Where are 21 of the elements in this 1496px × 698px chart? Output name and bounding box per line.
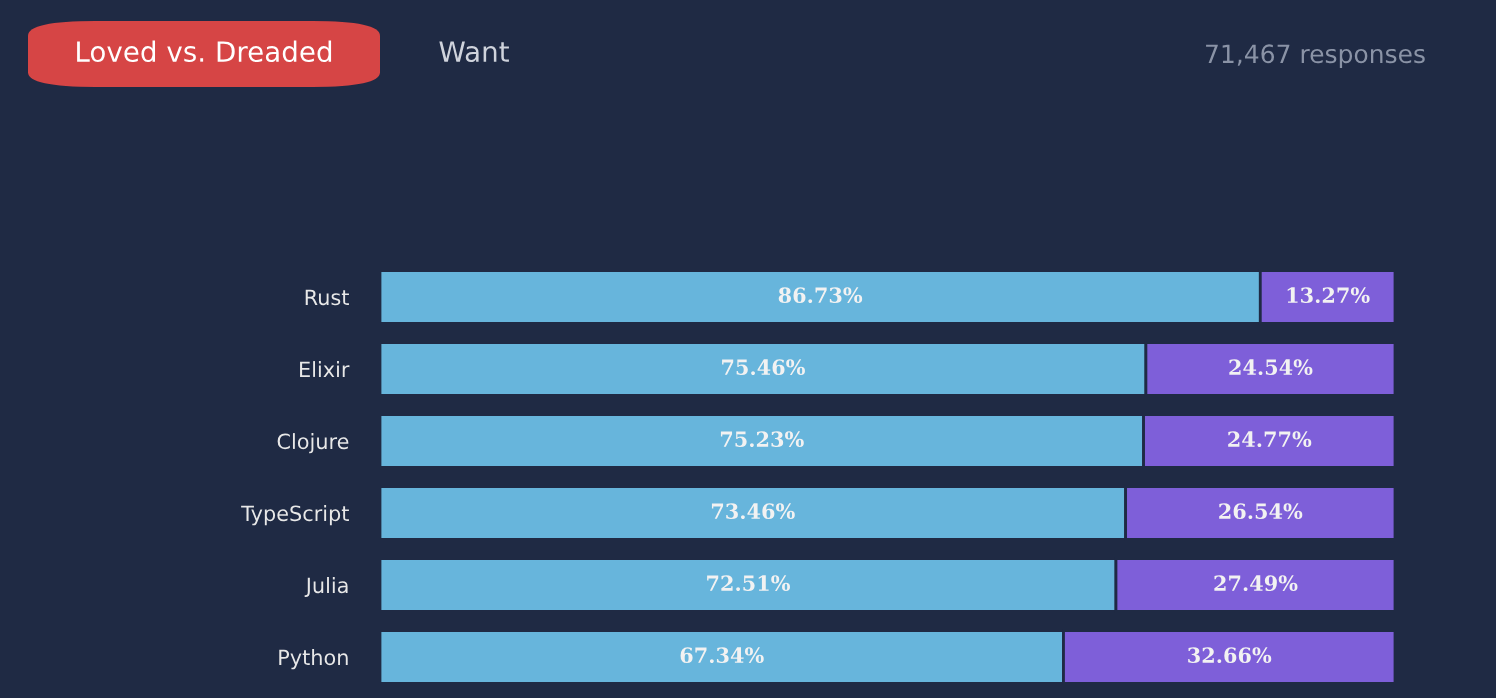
data-label: 72.51% (707, 575, 790, 592)
y-tick-label: Rust (305, 289, 349, 306)
text: Loved vs. Dreaded (77, 40, 332, 63)
y-tick-label: Clojure (277, 433, 349, 454)
data-label: 86.73% (778, 287, 863, 304)
text: Want (439, 41, 509, 63)
y-tick-label: Elixir (300, 361, 350, 377)
y-tick-label: Python (279, 649, 348, 670)
y-tick-label: Julia (304, 577, 348, 598)
data-label: 26.54% (1219, 503, 1303, 520)
data-label: 32.66% (1188, 647, 1272, 664)
data-label: 73.46% (711, 503, 795, 520)
text: 71,467 responses (1206, 44, 1425, 69)
data-label: 13.27% (1287, 287, 1370, 304)
data-label: 67.34% (680, 647, 764, 664)
data-label: 24.54% (1229, 359, 1313, 376)
data-label: 75.23% (720, 431, 804, 448)
data-label: 24.77% (1228, 431, 1312, 448)
data-label: 75.46% (722, 359, 805, 376)
y-tick-label: TypeScript (241, 505, 349, 526)
data-label: 27.49% (1214, 575, 1298, 592)
